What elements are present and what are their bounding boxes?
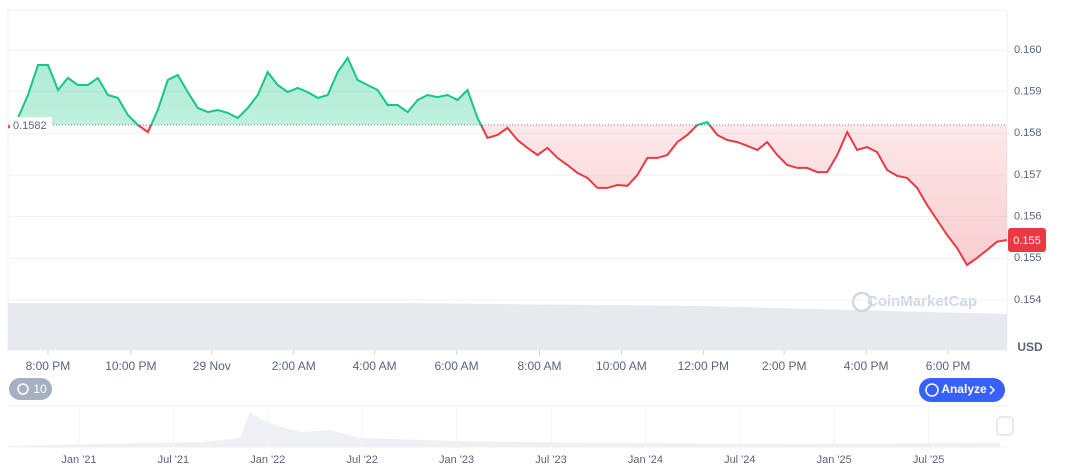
last-price-label: 0.155 [1013, 235, 1041, 247]
navigator-label: Jul '22 [346, 454, 377, 466]
analyze-button[interactable] [919, 378, 1005, 402]
x-tick-label: 6:00 AM [435, 359, 479, 373]
navigator-label: Jan '21 [61, 454, 96, 466]
x-tick-label: 10:00 PM [105, 359, 156, 373]
navigator-label: Jul '23 [535, 454, 566, 466]
navigator-label: Jul '25 [913, 454, 944, 466]
y-tick-label: 0.159 [1014, 86, 1042, 98]
analyze-chevron [989, 385, 996, 395]
y-tick-label: 0.160 [1014, 44, 1042, 56]
y-tick-label: 0.157 [1014, 169, 1042, 181]
last-price-tag [1008, 228, 1046, 252]
navigator-label: Jul '24 [724, 454, 755, 466]
navigator-label: Jul '21 [158, 454, 189, 466]
x-tick-label: 4:00 AM [353, 359, 397, 373]
x-tick-label: 29 Nov [193, 359, 231, 373]
y-tick-label: 0.155 [1014, 252, 1042, 264]
y-tick-label: 0.156 [1014, 211, 1042, 223]
navigator-label: Jan '22 [250, 454, 285, 466]
x-tick-label: 6:00 PM [926, 359, 971, 373]
currency: USD [1017, 340, 1043, 354]
volume-band [8, 303, 1007, 350]
x-tick-label: 2:00 PM [762, 359, 807, 373]
baseline-label-bg [10, 117, 52, 133]
baseline-label: 0.1582 [13, 120, 47, 132]
watermark: CoinMarketCap [867, 293, 977, 310]
x-tick-label: 8:00 PM [26, 359, 71, 373]
price-line-down [8, 125, 1008, 267]
navigator-label: Jan '25 [817, 454, 852, 466]
area-down [8, 125, 1007, 265]
plot-frame [7, 9, 1008, 351]
y-tick-label: 0.154 [1014, 294, 1042, 306]
watermark-logo [851, 291, 873, 313]
history-count: 10 [33, 382, 47, 396]
history-badge[interactable] [9, 378, 52, 400]
analyze-label: Analyze [941, 382, 987, 396]
x-tick-label: 4:00 PM [844, 359, 889, 373]
analyze-icon [925, 383, 939, 397]
x-tick-label: 2:00 AM [272, 359, 316, 373]
price-line-up [9, 55, 711, 125]
area-up [8, 57, 1007, 125]
navigator-labels: Jan '21 Jul '21 Jan '22 Jul '22 Jan '23 Jul '… [61, 406, 944, 466]
navigator-area [8, 412, 1000, 447]
navigator-label: Jan '23 [439, 454, 474, 466]
x-tick-label: 10:00 AM [596, 359, 647, 373]
navigator-handle[interactable] [996, 416, 1014, 436]
x-tick-label: 8:00 AM [517, 359, 561, 373]
y-tick-label: 0.158 [1014, 127, 1042, 139]
history-icon [17, 383, 29, 395]
navigator-label: Jan '24 [628, 454, 663, 466]
x-tick-label: 12:00 PM [678, 359, 729, 373]
